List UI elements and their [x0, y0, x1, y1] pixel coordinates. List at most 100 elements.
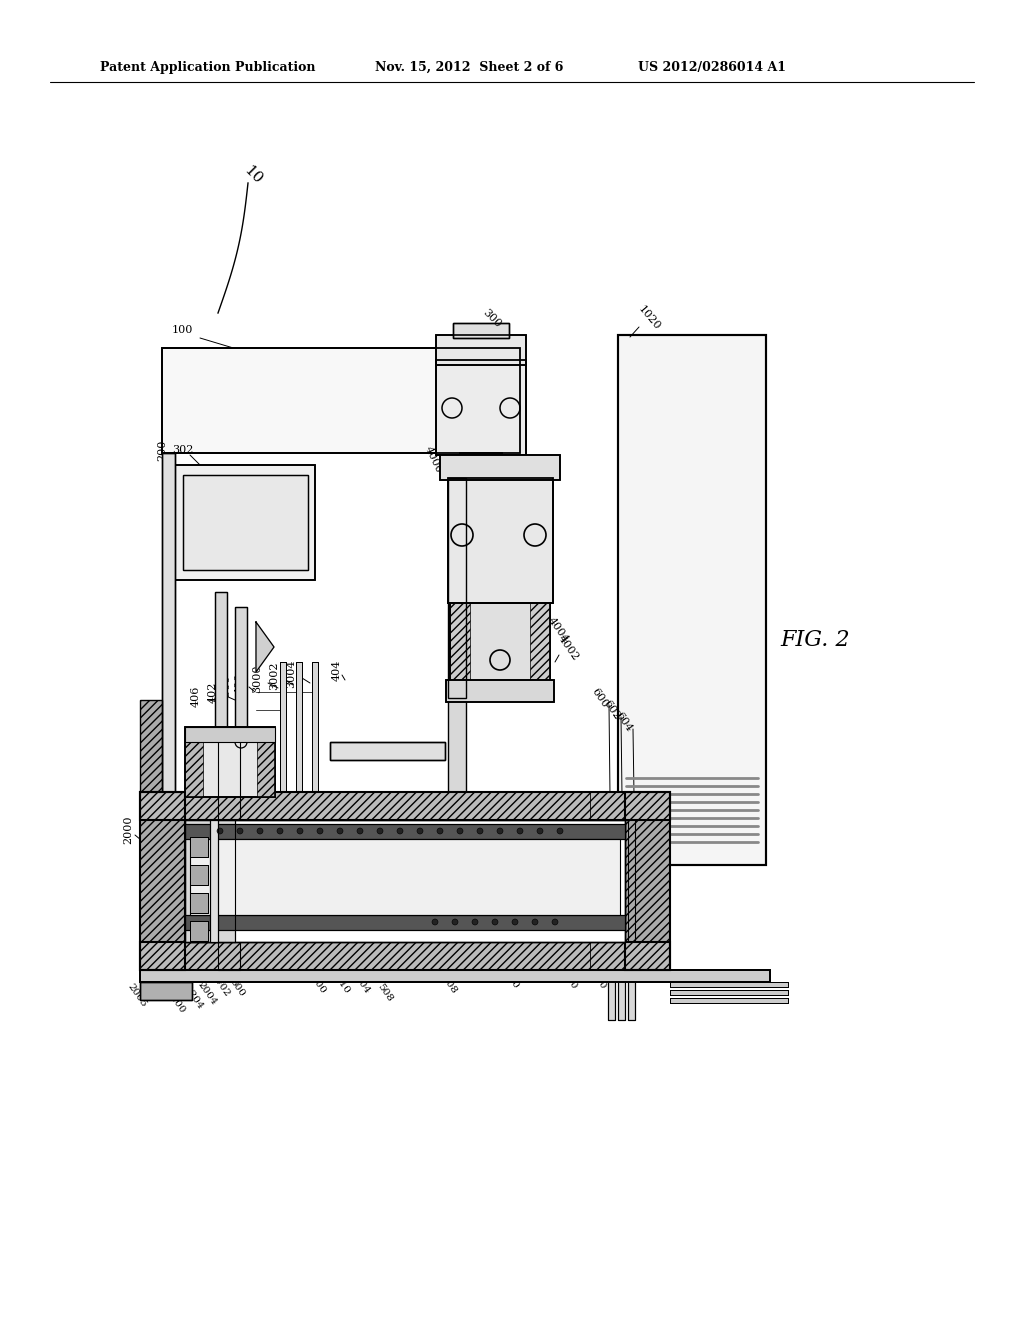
- Bar: [453, 323, 509, 338]
- Text: 3000: 3000: [252, 665, 262, 693]
- Bar: [140, 982, 193, 1001]
- Circle shape: [557, 828, 563, 834]
- Bar: [185, 727, 275, 797]
- Bar: [140, 982, 193, 1001]
- Circle shape: [397, 828, 403, 834]
- Circle shape: [532, 919, 538, 925]
- Text: Patent Application Publication: Patent Application Publication: [100, 61, 315, 74]
- Bar: [185, 820, 234, 942]
- Text: 404: 404: [332, 659, 342, 681]
- Circle shape: [517, 828, 523, 834]
- Text: 100: 100: [171, 325, 193, 335]
- Text: FIG. 2: FIG. 2: [780, 630, 850, 651]
- Bar: [215, 591, 227, 792]
- Bar: [175, 465, 315, 579]
- Text: 2006: 2006: [137, 965, 160, 991]
- Text: Nov. 15, 2012  Sheet 2 of 6: Nov. 15, 2012 Sheet 2 of 6: [375, 61, 563, 74]
- Bar: [590, 792, 625, 970]
- Text: 708: 708: [439, 974, 459, 995]
- Text: 2004: 2004: [196, 979, 218, 1006]
- Bar: [185, 820, 625, 942]
- Bar: [530, 603, 550, 682]
- Bar: [185, 727, 275, 742]
- Bar: [440, 455, 560, 480]
- Bar: [210, 820, 218, 942]
- Text: 600: 600: [590, 686, 610, 710]
- Bar: [590, 792, 625, 970]
- Bar: [162, 453, 175, 792]
- Bar: [210, 820, 218, 942]
- Bar: [185, 824, 625, 840]
- Bar: [190, 894, 208, 913]
- Bar: [460, 453, 502, 478]
- Bar: [449, 700, 466, 792]
- Circle shape: [437, 828, 443, 834]
- Bar: [190, 921, 208, 941]
- Text: 1020: 1020: [636, 304, 662, 333]
- Text: 10: 10: [242, 164, 265, 187]
- Circle shape: [357, 828, 362, 834]
- Bar: [190, 865, 208, 884]
- Circle shape: [477, 828, 483, 834]
- Bar: [436, 360, 526, 455]
- Text: 710: 710: [333, 974, 351, 995]
- Bar: [670, 998, 788, 1003]
- Bar: [670, 998, 788, 1003]
- Bar: [185, 915, 625, 931]
- Bar: [257, 727, 275, 797]
- Bar: [449, 478, 553, 603]
- Bar: [140, 970, 770, 982]
- Bar: [190, 837, 208, 857]
- Circle shape: [377, 828, 383, 834]
- Bar: [618, 335, 766, 865]
- Text: 1200: 1200: [164, 989, 186, 1015]
- Bar: [140, 970, 770, 982]
- Circle shape: [417, 828, 423, 834]
- Bar: [218, 727, 240, 970]
- Bar: [190, 865, 208, 884]
- Circle shape: [237, 828, 243, 834]
- Circle shape: [217, 828, 223, 834]
- Bar: [449, 478, 553, 603]
- Bar: [162, 348, 520, 453]
- Bar: [280, 663, 286, 792]
- Text: 402: 402: [208, 681, 218, 702]
- Text: 300: 300: [481, 308, 503, 329]
- Bar: [625, 792, 670, 970]
- Bar: [280, 663, 286, 792]
- Text: 1010: 1010: [556, 965, 579, 991]
- Text: US 2012/0286014 A1: US 2012/0286014 A1: [638, 61, 786, 74]
- Text: 702: 702: [213, 977, 231, 999]
- Text: 900: 900: [502, 969, 520, 991]
- Bar: [608, 792, 615, 1020]
- Bar: [670, 990, 788, 995]
- Text: 3004: 3004: [286, 660, 296, 688]
- Circle shape: [452, 919, 458, 925]
- Bar: [185, 824, 625, 840]
- Bar: [162, 453, 175, 792]
- Bar: [190, 894, 208, 913]
- Circle shape: [457, 828, 463, 834]
- Bar: [608, 792, 615, 1020]
- Circle shape: [537, 828, 543, 834]
- Bar: [670, 982, 788, 987]
- Circle shape: [497, 828, 503, 834]
- Bar: [234, 607, 247, 792]
- Circle shape: [317, 828, 323, 834]
- Bar: [450, 603, 470, 682]
- Bar: [140, 700, 162, 792]
- Bar: [175, 465, 315, 579]
- Circle shape: [512, 919, 518, 925]
- Bar: [140, 942, 670, 970]
- Bar: [618, 792, 625, 1020]
- Text: 2010: 2010: [148, 972, 171, 998]
- Bar: [450, 603, 550, 682]
- Bar: [296, 663, 302, 792]
- Text: 2000: 2000: [123, 816, 133, 845]
- Bar: [185, 727, 203, 797]
- Bar: [625, 792, 670, 970]
- Bar: [436, 335, 526, 366]
- Bar: [670, 990, 788, 995]
- Bar: [436, 360, 526, 455]
- Text: 1204: 1204: [181, 985, 204, 1011]
